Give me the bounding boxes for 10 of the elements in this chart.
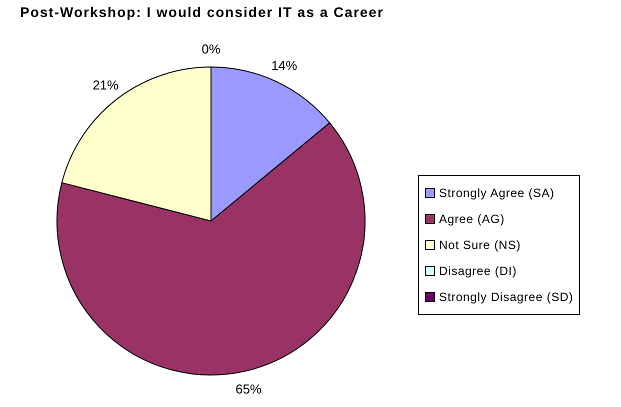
legend-label: Not Sure (NS) (439, 238, 521, 252)
legend-label: Strongly Agree (SA) (439, 186, 555, 200)
text: 0% (202, 42, 220, 56)
legend-label: Disagree (DI) (439, 264, 517, 278)
legend-label: Strongly Disagree (SD) (439, 290, 574, 304)
data-label: 65% (236, 381, 262, 396)
data-label: 14% (271, 58, 298, 73)
chart-title: Post-Workshop: I would consider IT as a Career (20, 4, 384, 20)
legend-label: Agree (AG) (439, 212, 505, 226)
data-label: 21% (92, 78, 120, 93)
